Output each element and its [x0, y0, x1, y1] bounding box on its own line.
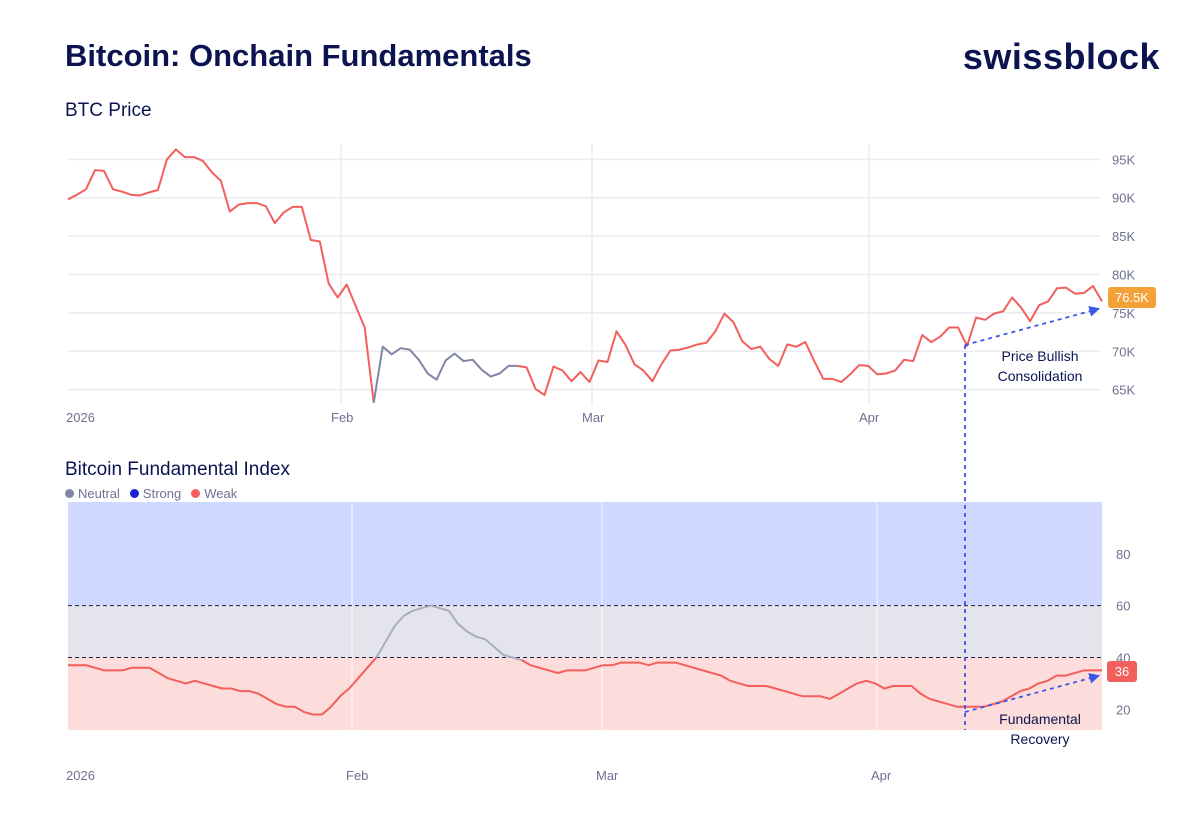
index-x-tick-label: Apr	[871, 768, 892, 783]
price-annotation-line-1: Price Bullish	[1001, 348, 1078, 364]
brand-logo: swissblock	[962, 36, 1160, 77]
index-annotation-line-2: Recovery	[1010, 731, 1069, 747]
index-y-tick-label: 60	[1116, 599, 1130, 614]
annotations: Price Bullish Consolidation Fundamental Rec…	[964, 306, 1101, 747]
price-y-tick-label: 85K	[1112, 229, 1135, 244]
price-y-tick-label: 65K	[1112, 383, 1135, 398]
index-line-segment	[521, 659, 1102, 708]
index-x-tick-label: Mar	[596, 768, 619, 783]
legend-label-weak: Weak	[204, 486, 238, 501]
index-band-strong	[68, 502, 1102, 606]
index-band-weak	[68, 657, 1102, 730]
price-series	[67, 148, 1103, 403]
legend-swatch-weak	[191, 489, 201, 498]
price-line-segment	[67, 148, 375, 403]
index-y-tick-label: 80	[1116, 547, 1130, 562]
price-x-tick-label: Feb	[331, 410, 353, 425]
legend-swatch-strong	[129, 489, 139, 498]
price-axis-labels: 95K 90K 85K 80K 75K 70K 65K 2026 Feb Mar Apr 76.5K	[66, 152, 1156, 425]
price-y-tick-label: 75K	[1112, 306, 1135, 321]
price-y-tick-label: 70K	[1112, 344, 1135, 359]
price-gridlines	[68, 144, 1100, 405]
index-last-value-label: 36	[1115, 664, 1129, 679]
legend-swatch-neutral	[65, 489, 74, 498]
price-x-tick-label: 2026	[66, 410, 95, 425]
index-y-tick-label: 20	[1116, 702, 1130, 717]
price-x-tick-label: Apr	[859, 410, 880, 425]
legend-item-weak[interactable]: Weak	[191, 486, 237, 501]
legend-item-neutral[interactable]: Neutral	[65, 486, 120, 501]
index-line-segment	[375, 604, 522, 661]
index-gridlines	[68, 502, 1102, 730]
legend-label-strong: Strong	[142, 486, 182, 501]
index-x-tick-label: 2026	[66, 768, 95, 783]
page-title: Bitcoin: Onchain Fundamentals	[65, 38, 532, 73]
index-bands	[68, 502, 1102, 730]
index-series	[68, 604, 1102, 716]
index-annotation-line-1: Fundamental	[999, 711, 1081, 727]
legend-label-neutral: Neutral	[78, 486, 120, 501]
price-y-tick-label: 80K	[1112, 268, 1135, 283]
price-trend-arrow	[964, 306, 1101, 346]
price-y-tick-label: 90K	[1112, 191, 1135, 206]
price-line-segment	[372, 345, 518, 403]
price-line-segment	[517, 285, 1103, 396]
legend-item-strong[interactable]: Strong	[129, 486, 182, 501]
index-trend-arrow	[964, 673, 1101, 713]
index-x-tick-label: Feb	[346, 768, 368, 783]
price-chart-title: BTC Price	[65, 100, 152, 121]
price-last-value-label: 76.5K	[1115, 290, 1149, 305]
index-last-value-badge	[1107, 661, 1137, 682]
price-x-tick-label: Mar	[582, 410, 605, 425]
index-band-neutral	[68, 605, 1102, 658]
price-last-value-badge	[1108, 287, 1156, 308]
index-line-segment	[68, 656, 378, 716]
index-legend: Neutral Strong Weak	[65, 486, 237, 501]
index-chart-title: Bitcoin Fundamental Index	[65, 459, 290, 480]
price-annotation-line-2: Consolidation	[998, 368, 1083, 384]
price-y-tick-label: 95K	[1112, 152, 1135, 167]
